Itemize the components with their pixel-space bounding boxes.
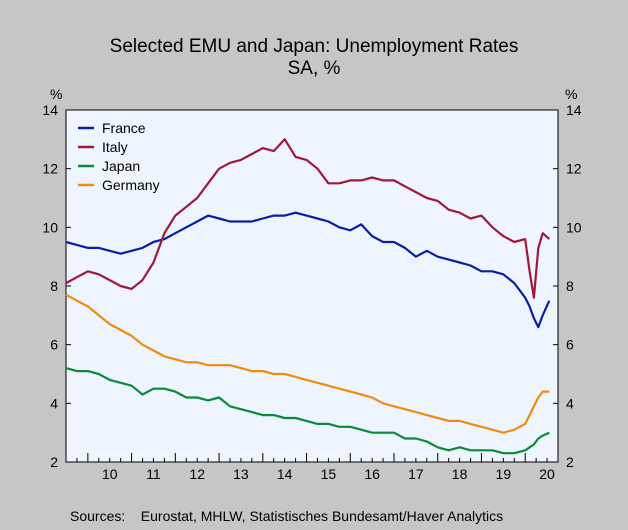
y-tick-label-left: 6 [50, 337, 58, 353]
legend-label-japan: Japan [102, 158, 140, 174]
x-tick-label: 19 [496, 466, 512, 482]
x-tick-label: 11 [146, 466, 161, 482]
series-line-germany [65, 293, 550, 434]
y-tick-label-left: 4 [50, 395, 58, 411]
legend-label-italy: Italy [102, 139, 128, 155]
x-tick-label: 18 [452, 466, 468, 482]
x-tick-label: 13 [233, 466, 249, 482]
y-tick-label-right: 14 [566, 102, 582, 118]
y-tick-label-left: 12 [42, 161, 58, 177]
x-tick-label: 20 [539, 466, 555, 482]
y-tick-label-left: 2 [50, 454, 58, 470]
y-tick-label-right: 10 [566, 219, 582, 235]
y-tick-label-right: 12 [566, 161, 582, 177]
y-axis-unit-left: % [50, 86, 62, 102]
series-line-italy [65, 138, 551, 299]
y-tick-label-right: 6 [566, 337, 574, 353]
legend-label-france: France [102, 120, 146, 136]
axes: 2 2 4 4 6 6 8 8 10 10 12 12 14 14 10 11 12 13 14 15 16 17 18 19… [42, 102, 581, 482]
x-tick-label: 16 [364, 466, 380, 482]
plot-area [65, 109, 559, 463]
chart-subtitle: SA, % [288, 58, 341, 79]
series-lines [65, 138, 551, 455]
source-note: Sources: Eurostat, MHLW, Statistisches B… [70, 508, 503, 524]
y-tick-label-right: 4 [566, 395, 574, 411]
series-line-france [65, 211, 551, 329]
x-tick-label: 15 [321, 466, 337, 482]
y-tick-label-right: 2 [566, 454, 574, 470]
y-tick-label-left: 8 [50, 278, 58, 294]
y-tick-label-right: 8 [566, 278, 574, 294]
y-tick-label-left: 14 [42, 102, 58, 118]
x-tick-label: 12 [189, 466, 205, 482]
y-tick-label-left: 10 [42, 219, 58, 235]
y-axis-unit-right: % [565, 86, 577, 102]
x-tick-label: 14 [277, 466, 293, 482]
chart-title: Selected EMU and Japan: Unemployment Rat… [110, 36, 519, 57]
legend-label-germany: Germany [102, 177, 160, 193]
x-tick-label: 10 [102, 466, 118, 482]
x-tick-label: 17 [408, 466, 424, 482]
series-line-japan [65, 367, 550, 455]
legend: France Italy Japan Germany [78, 120, 160, 193]
